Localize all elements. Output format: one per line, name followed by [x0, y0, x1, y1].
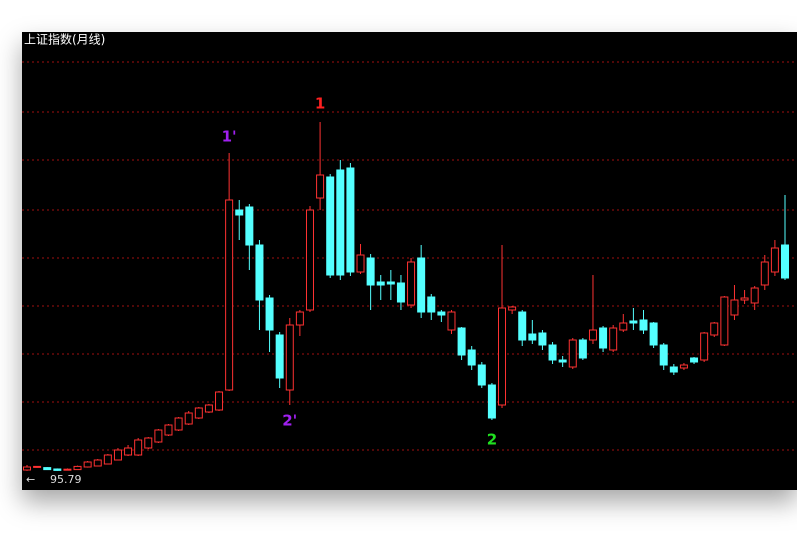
- candle-body: [336, 169, 345, 276]
- candle-body: [63, 468, 72, 471]
- candle-body: [639, 319, 648, 331]
- candle-body: [43, 467, 52, 471]
- candle-body: [134, 439, 143, 456]
- candle-body: [93, 459, 102, 467]
- candle-body: [437, 311, 446, 316]
- candle-body: [498, 307, 507, 406]
- candle-body: [376, 281, 385, 286]
- candle-body: [669, 366, 678, 373]
- candle-body: [356, 254, 365, 273]
- chart: 上证指数(月线) ← 95.79 1' 1 2' 2: [22, 32, 797, 486]
- candle-body: [83, 461, 92, 468]
- candle-body: [235, 209, 244, 216]
- candle-body: [33, 465, 42, 468]
- candle-body: [740, 297, 749, 301]
- candle-body: [750, 287, 759, 304]
- candle-body: [477, 364, 486, 386]
- candle-body: [467, 349, 476, 366]
- candle-body: [144, 437, 153, 449]
- candle-body: [305, 209, 314, 311]
- candle-body: [447, 311, 456, 331]
- candle-body: [770, 247, 779, 273]
- candle-body: [275, 334, 284, 379]
- annotation: 2': [282, 412, 297, 430]
- candle-body: [427, 296, 436, 313]
- candle-body: [204, 404, 213, 413]
- candle-body: [508, 306, 517, 311]
- candle-body: [538, 332, 547, 346]
- min-label: 95.79: [50, 473, 82, 486]
- candle-body: [619, 322, 628, 331]
- candle-body: [649, 322, 658, 346]
- candle-body: [265, 297, 274, 331]
- candle-body: [184, 412, 193, 425]
- candle-body: [518, 311, 527, 341]
- candle-body: [528, 333, 537, 341]
- candle-body: [124, 447, 133, 456]
- candle-body: [103, 454, 112, 465]
- candle-body: [700, 332, 709, 361]
- candle-body: [295, 311, 304, 326]
- candle-body: [245, 206, 254, 246]
- candle-body: [730, 299, 739, 316]
- candle-body: [407, 261, 416, 306]
- candle-body: [690, 357, 699, 363]
- candle-body: [679, 364, 688, 369]
- annotation: 2: [487, 431, 497, 449]
- candle-body: [154, 429, 163, 443]
- chart-title: 上证指数(月线): [24, 32, 105, 47]
- candle-body: [629, 320, 638, 324]
- candle-body: [326, 176, 335, 276]
- candle-body: [215, 391, 224, 411]
- candle-body: [53, 468, 62, 471]
- candle-body: [386, 281, 395, 285]
- candle-body: [568, 339, 577, 368]
- candle-body: [710, 322, 719, 336]
- candle-body: [548, 344, 557, 361]
- candle-body: [366, 257, 375, 286]
- candle-body: [396, 282, 405, 303]
- candle-body: [346, 167, 355, 273]
- candle-body: [255, 244, 264, 301]
- candle-body: [225, 199, 234, 391]
- candle-body: [599, 327, 608, 349]
- candle-body: [588, 329, 597, 341]
- candle-body: [23, 466, 31, 471]
- candle-body: [487, 384, 496, 419]
- candle-body: [457, 327, 466, 356]
- annotation: 1: [315, 95, 325, 113]
- candle-body: [164, 424, 173, 436]
- candle-body: [73, 465, 82, 471]
- candle-body: [760, 261, 769, 286]
- candle-body: [285, 324, 294, 391]
- candle-body: [174, 417, 183, 431]
- candle-body: [578, 339, 587, 359]
- candle-body: [316, 174, 325, 199]
- min-arrow: ←: [26, 473, 35, 486]
- candle-body: [417, 257, 426, 313]
- candle-body: [194, 407, 203, 419]
- candle-body: [558, 359, 567, 363]
- candle-body: [113, 449, 122, 461]
- candle-body: [781, 244, 789, 279]
- annotation: 1': [222, 128, 237, 146]
- candle-body: [720, 296, 729, 346]
- candle-body: [609, 327, 618, 351]
- candle-body: [659, 344, 668, 366]
- chart-panel: 上证指数(月线) ← 95.79 1' 1 2' 2: [22, 32, 797, 490]
